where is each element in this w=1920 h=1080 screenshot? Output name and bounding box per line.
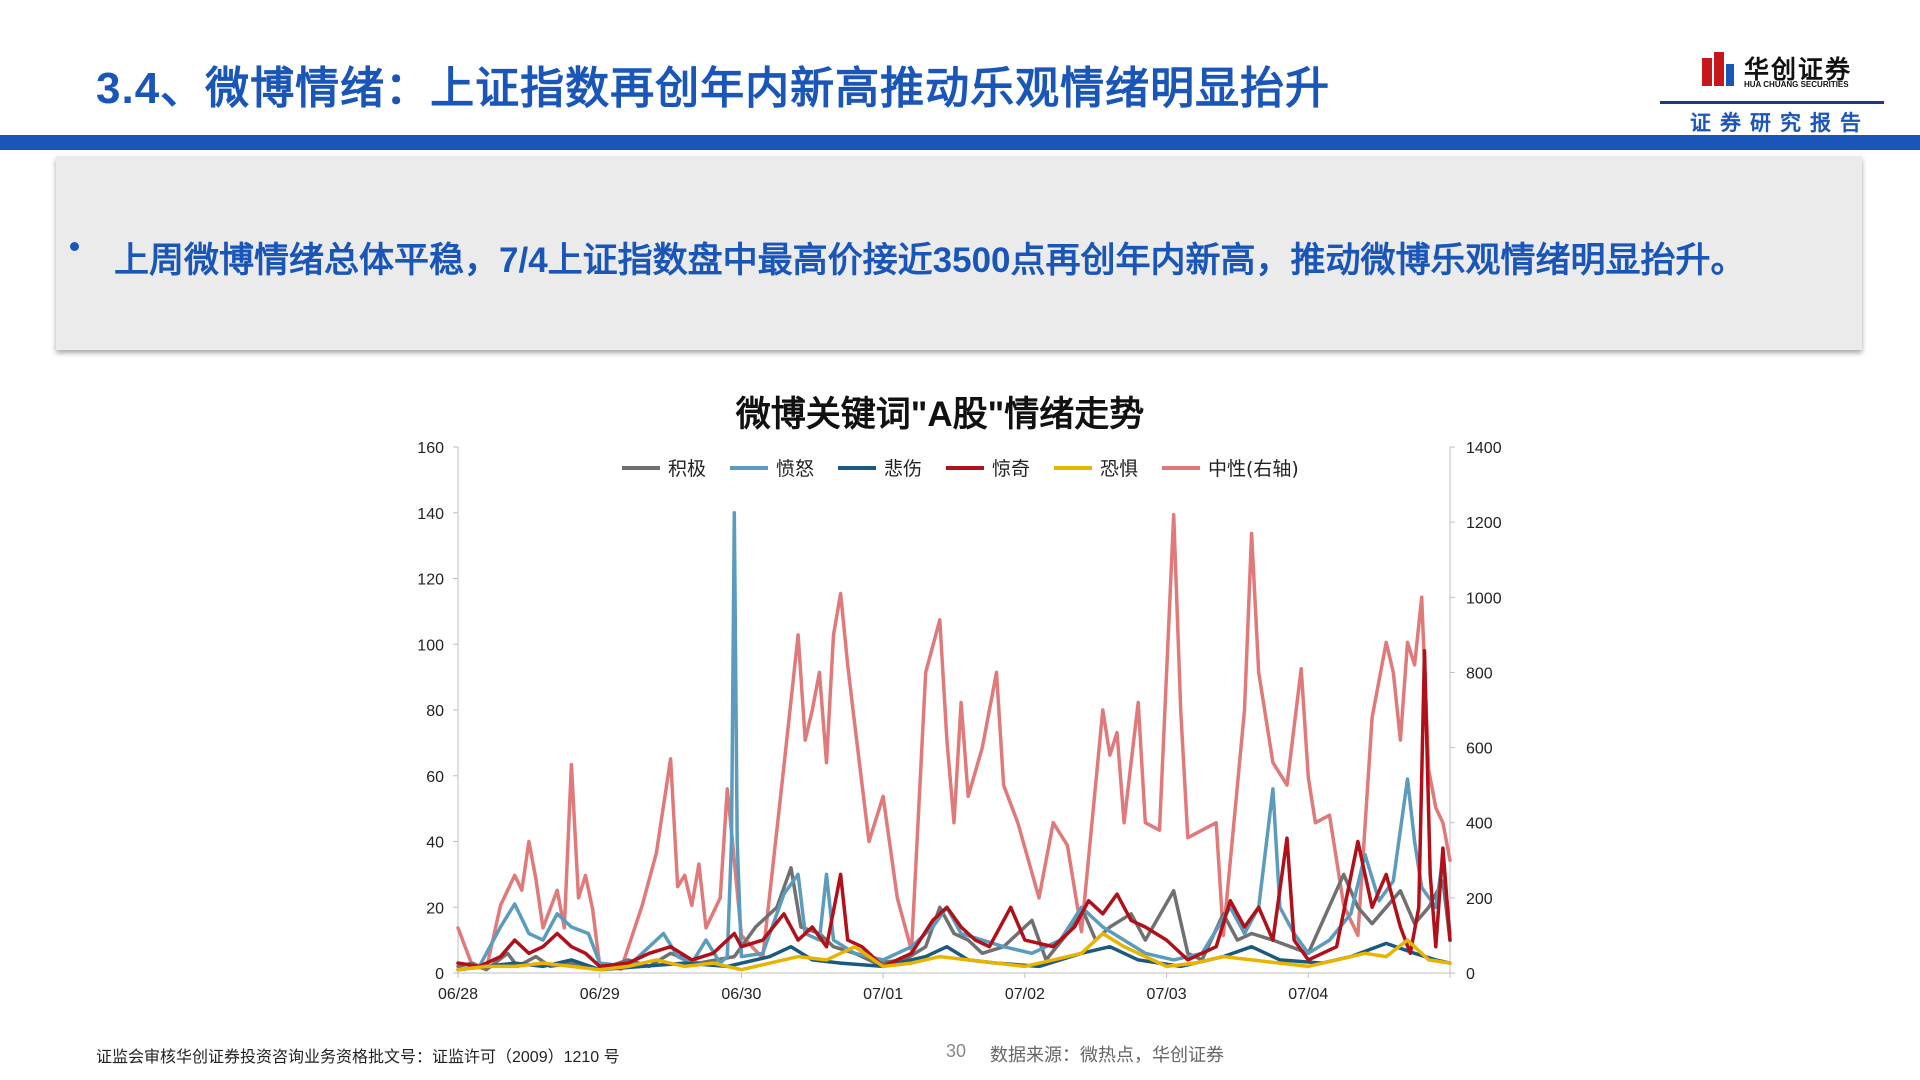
x-tick-label: 07/02 <box>1005 986 1045 1003</box>
x-tick-label: 06/29 <box>580 986 620 1003</box>
data-source: 数据来源：微热点，华创证券 <box>990 1045 1224 1065</box>
series-line-1 <box>456 511 1452 969</box>
logo-mark-icon <box>1702 52 1734 86</box>
logo-chinese-name: 华创证券 <box>1744 56 1853 84</box>
legend-label: 惊奇 <box>992 458 1030 480</box>
page-title: 3.4、微博情绪：上证指数再创年内新高推动乐观情绪明显抬升 <box>96 64 1331 113</box>
x-tick-label: 06/28 <box>438 986 478 1003</box>
company-logo: 华创证券 HUA CHUANG SECURITIES <box>1698 50 1858 90</box>
x-tick-label: 07/04 <box>1288 986 1328 1003</box>
y-left-tick-label: 100 <box>417 637 444 654</box>
y-right-tick-label: 400 <box>1466 816 1493 833</box>
chart-title: 微博关键词"A股"情绪走势 <box>735 395 1145 434</box>
y-right-tick-label: 1200 <box>1466 515 1502 532</box>
y-left-tick-label: 60 <box>426 769 444 786</box>
x-tick-label: 07/03 <box>1147 986 1187 1003</box>
series-line-4 <box>456 931 1452 972</box>
x-tick-label: 06/30 <box>721 986 761 1003</box>
header-divider-bar <box>0 135 1920 150</box>
y-left-tick-label: 120 <box>417 572 444 589</box>
y-left-tick-label: 0 <box>435 966 444 983</box>
summary-text: 上周微博情绪总体平稳，7/4上证指数盘中最高价接近3500点再创年内新高，推动微… <box>114 241 1746 280</box>
bullet-point-icon <box>70 242 79 251</box>
report-tag: 证券研究报告 <box>1690 112 1870 135</box>
y-left-tick-label: 160 <box>417 440 444 457</box>
legend-label: 愤怒 <box>776 458 814 480</box>
y-right-tick-label: 200 <box>1466 891 1493 908</box>
license-note: 证监会审核华创证券投资咨询业务资格批文号：证监许可（2009）1210 号 <box>96 1049 620 1066</box>
series-line-5 <box>456 512 1452 971</box>
legend-label: 悲伤 <box>884 458 922 480</box>
y-left-tick-label: 80 <box>426 703 444 720</box>
logo-underline <box>1660 101 1884 104</box>
series-line-3 <box>456 649 1452 969</box>
page-number: 30 <box>946 1041 967 1061</box>
y-left-tick-label: 140 <box>417 506 444 523</box>
y-left-tick-label: 40 <box>426 835 444 852</box>
y-right-tick-label: 800 <box>1466 665 1493 682</box>
y-right-tick-label: 600 <box>1466 741 1493 758</box>
series-line-0 <box>456 866 1452 972</box>
y-right-tick-label: 0 <box>1466 966 1475 983</box>
x-tick-label: 07/01 <box>863 986 903 1003</box>
legend-label: 中性(右轴) <box>1208 458 1299 480</box>
y-right-tick-label: 1000 <box>1466 590 1502 607</box>
legend-label: 恐惧 <box>1100 458 1138 480</box>
y-left-tick-label: 20 <box>426 900 444 917</box>
summary-box <box>56 156 1862 350</box>
logo-english-name: HUA CHUANG SECURITIES <box>1744 80 1849 89</box>
legend-label: 积极 <box>668 458 706 480</box>
y-right-tick-label: 1400 <box>1466 440 1502 457</box>
